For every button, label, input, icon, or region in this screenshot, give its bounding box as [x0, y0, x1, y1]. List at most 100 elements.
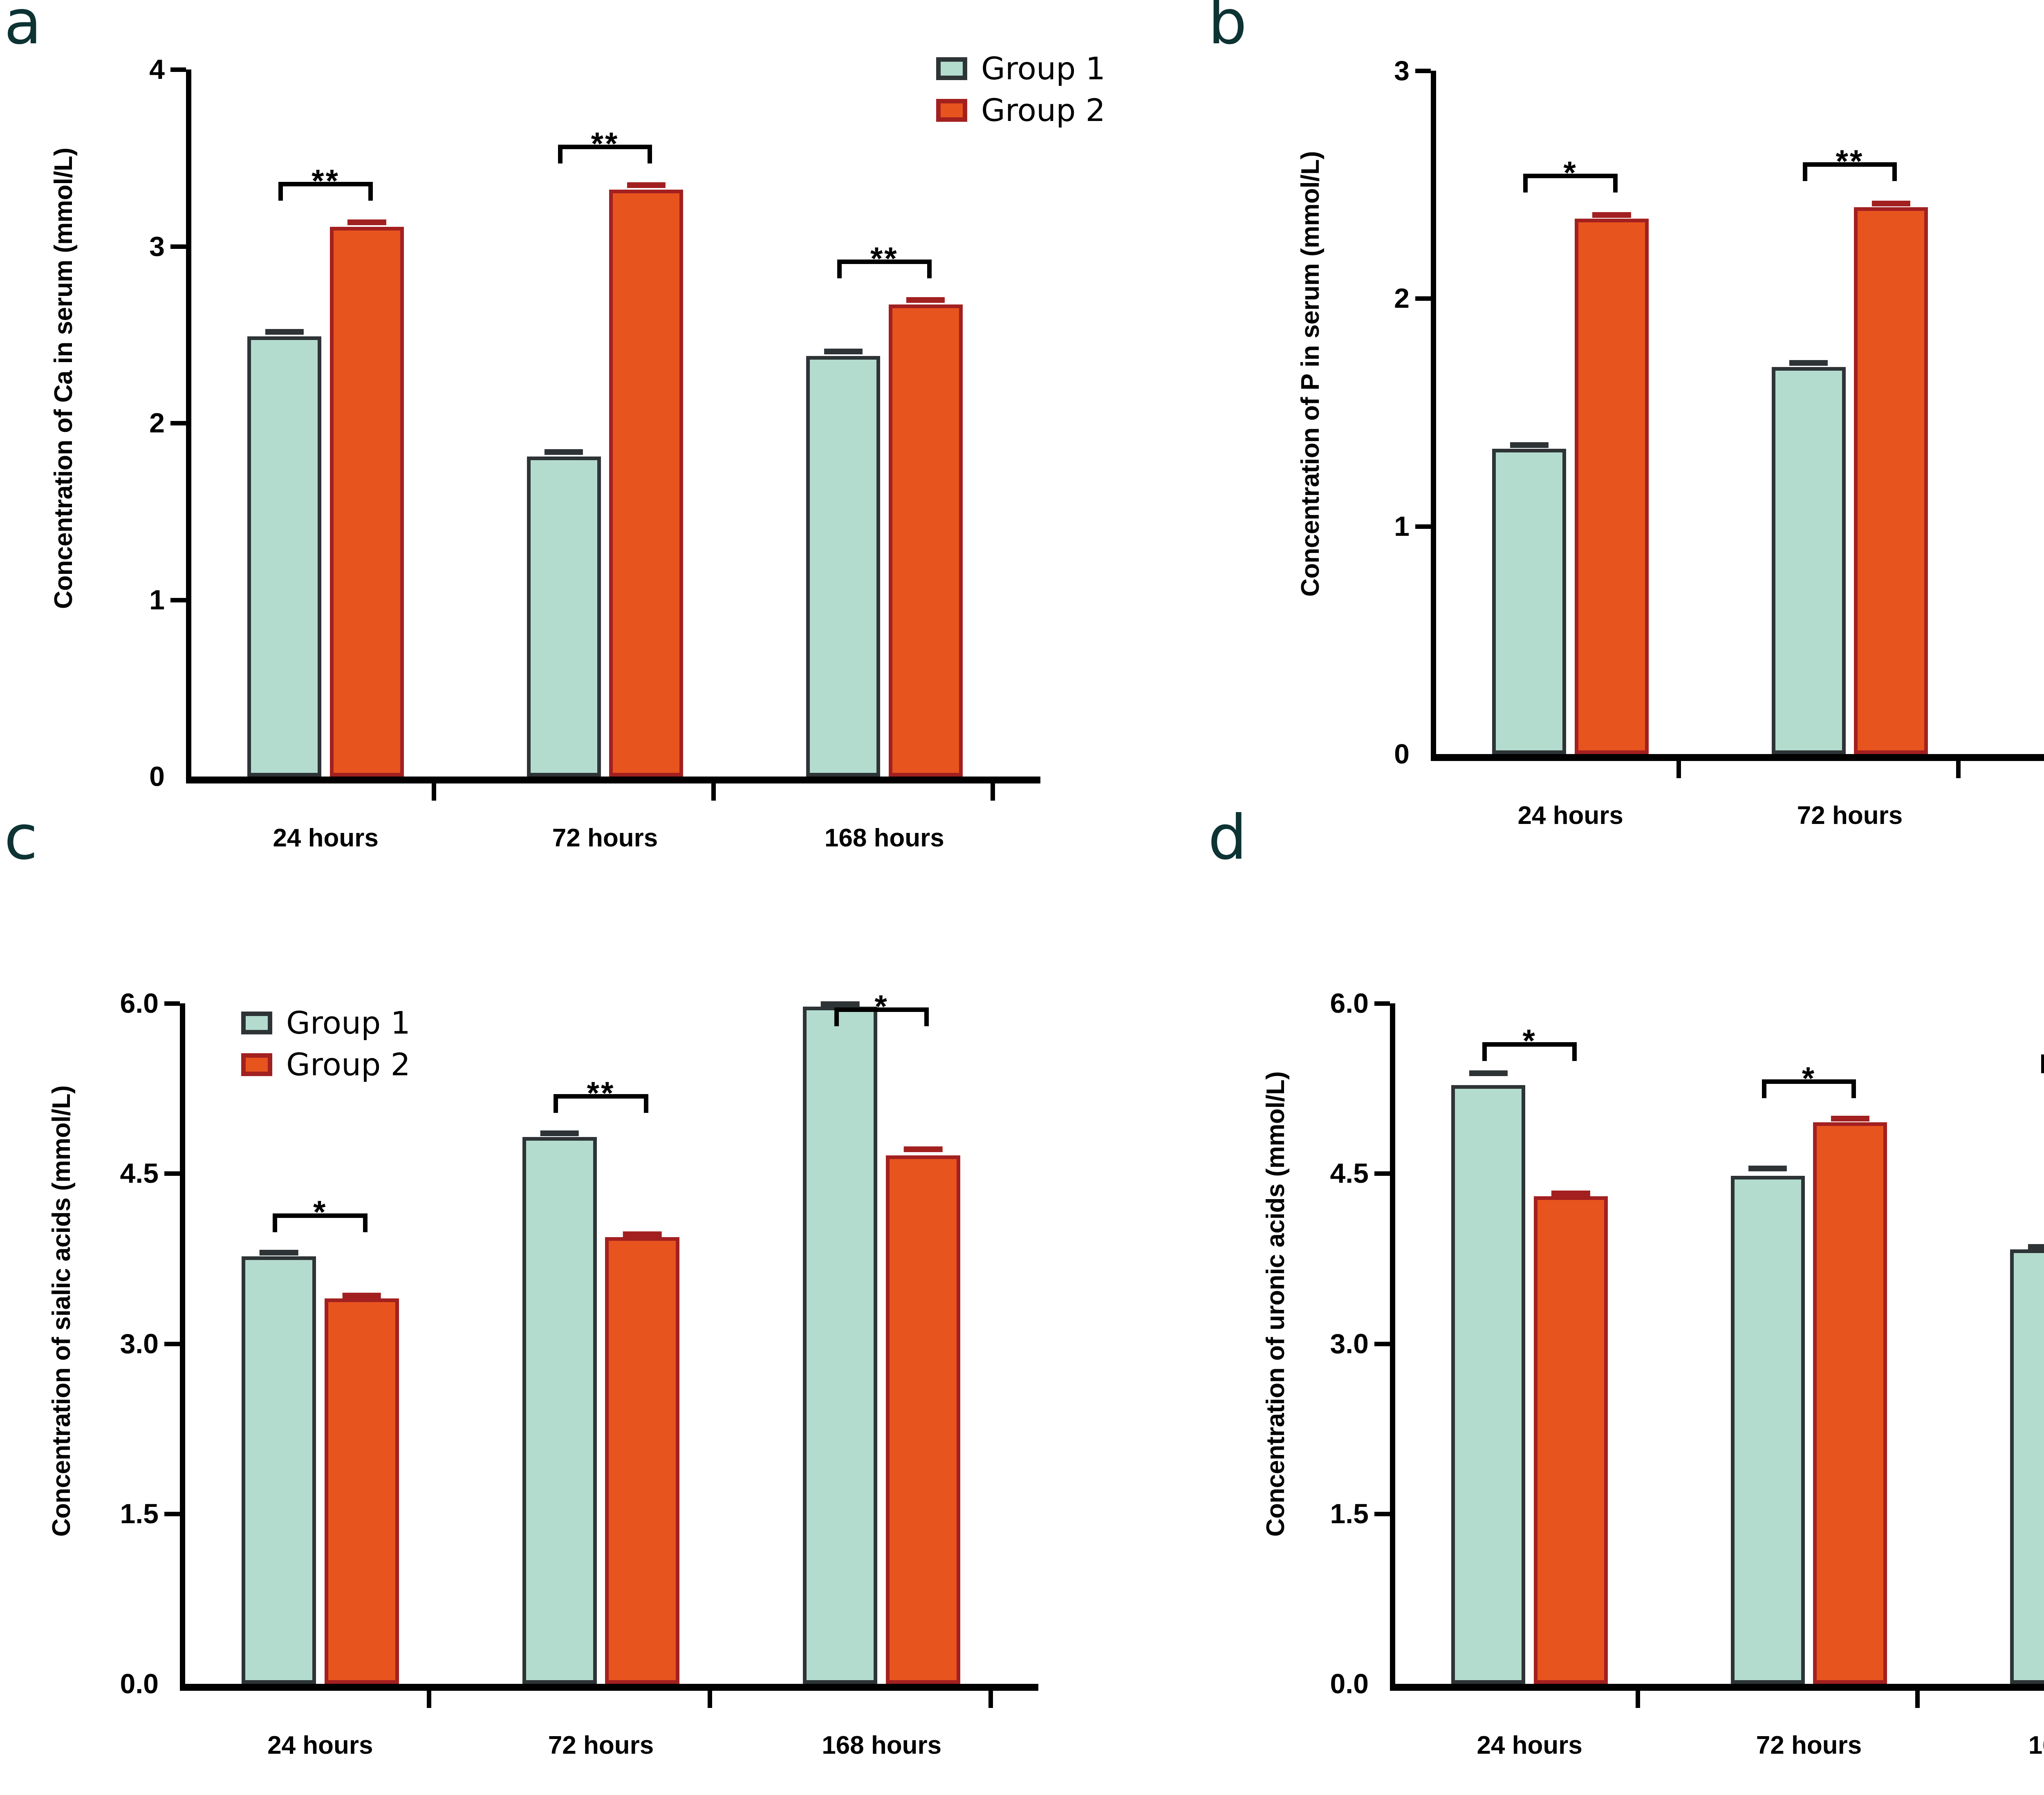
y-axis — [180, 1003, 185, 1691]
y-tick-label: 4.5 — [1330, 1158, 1369, 1189]
bracket-cap-left — [273, 1213, 278, 1232]
legend-label: Group 2 — [286, 1046, 410, 1083]
significance-bracket: * — [834, 990, 929, 1028]
x-tick — [711, 783, 716, 801]
x-tick — [988, 1691, 993, 1708]
bracket-cap-left — [834, 1007, 839, 1026]
legend-swatch-group1 — [936, 57, 967, 80]
legend-item-group2[interactable]: Group 2 — [241, 1049, 410, 1080]
bar-group1 — [1771, 360, 1846, 754]
bar-group2 — [888, 297, 963, 777]
error-bar-cap — [821, 1001, 860, 1007]
legend-label: Group 1 — [286, 1005, 410, 1041]
bar-group1 — [803, 1001, 878, 1684]
bracket-cap-right — [1572, 1042, 1577, 1061]
error-bar-cap — [347, 219, 386, 225]
bracket-line — [1802, 162, 1897, 167]
significance-bracket: * — [2041, 1054, 2044, 1075]
legend-item-group1[interactable]: Group 1 — [241, 1007, 410, 1039]
bar-group2 — [1533, 1191, 1608, 1684]
error-bar-cap — [545, 449, 583, 455]
legend-label: Group 1 — [981, 50, 1105, 87]
x-group-label: 72 hours — [552, 824, 658, 852]
y-tick-label: 3.0 — [120, 1328, 159, 1359]
significance-bracket: ** — [554, 1077, 648, 1115]
y-tick-label: 3.0 — [1330, 1328, 1369, 1359]
bracket-line — [837, 260, 932, 264]
x-tick — [1956, 761, 1961, 778]
bracket-cap-right — [368, 181, 373, 201]
y-tick — [164, 1001, 180, 1006]
significance-stars: * — [1802, 1060, 1816, 1096]
y-tick — [164, 1511, 180, 1516]
significance-bracket: * — [1482, 1025, 1577, 1063]
error-bar-cap — [1831, 1116, 1869, 1122]
y-tick — [1415, 296, 1431, 301]
bracket-cap-right — [363, 1213, 368, 1232]
y-tick — [1374, 1341, 1390, 1346]
error-bar-cap — [1551, 1191, 1590, 1197]
y-tick-label: 4 — [149, 54, 165, 85]
bracket-cap-left — [554, 1094, 558, 1113]
error-bar-cap — [627, 182, 666, 188]
error-bar-cap — [1871, 201, 1910, 207]
bracket-cap-right — [924, 1007, 929, 1026]
bar-group1 — [247, 329, 322, 777]
error-bar-cap — [906, 297, 945, 303]
significance-stars: * — [874, 988, 889, 1024]
error-bar-cap — [2028, 1244, 2044, 1250]
y-tick-label: 1.5 — [1330, 1498, 1369, 1529]
bracket-line — [558, 145, 652, 150]
bar-group2 — [329, 219, 404, 777]
error-bar-cap — [265, 329, 304, 335]
bar-group2 — [1813, 1116, 1887, 1684]
bar-group1 — [1492, 442, 1567, 754]
x-group-label: 72 hours — [1756, 1731, 1862, 1759]
x-group-label: 168 hours — [822, 1731, 942, 1759]
bracket-cap-left — [837, 260, 842, 279]
bracket-line — [273, 1213, 368, 1218]
x-tick — [432, 783, 437, 801]
bracket-cap-right — [927, 260, 932, 279]
legend-item-group1[interactable]: Group 1 — [936, 53, 1105, 84]
x-group-label: 24 hours — [1517, 801, 1623, 830]
plot-area: 0.0 1.5 3.0 4.5 6.0 * 24 hours * 72 hours * 168 ho… — [1330, 988, 2044, 1759]
y-tick — [1415, 524, 1431, 529]
bracket-cap-left — [1802, 162, 1807, 181]
bracket-cap-left — [1482, 1042, 1487, 1061]
y-tick-label: 6.0 — [1330, 988, 1369, 1019]
bracket-cap-right — [1851, 1079, 1856, 1099]
significance-stars: * — [1522, 1023, 1537, 1059]
y-axis-title: Concentration of uronic acids (mmol/L) — [1262, 1071, 1290, 1537]
bracket-cap-left — [1523, 174, 1528, 193]
y-tick-label: 1.5 — [120, 1498, 159, 1529]
significance-bracket: * — [273, 1196, 368, 1234]
panel-letter-c: c — [4, 802, 38, 873]
error-bar-cap — [1748, 1166, 1787, 1172]
legend-swatch-group2 — [241, 1053, 272, 1076]
legend-label: Group 2 — [981, 92, 1105, 128]
error-bar-cap — [259, 1249, 298, 1256]
x-axis — [186, 777, 1040, 783]
y-tick-label: 2 — [1394, 283, 1410, 314]
y-tick — [170, 244, 186, 249]
x-tick — [707, 1691, 712, 1708]
bracket-cap-right — [643, 1094, 648, 1113]
bracket-line — [278, 181, 373, 186]
error-bar-cap — [1789, 360, 1828, 366]
x-tick — [1915, 1691, 1920, 1708]
legend-item-group2[interactable]: Group 2 — [936, 95, 1105, 126]
bracket-line — [554, 1094, 648, 1099]
y-tick — [1374, 1171, 1390, 1176]
x-group-label: 24 hours — [273, 824, 379, 852]
bracket-cap-left — [278, 181, 283, 201]
bracket-cap-right — [648, 145, 652, 164]
significance-stars: ** — [591, 125, 619, 161]
bar-group2 — [1574, 212, 1649, 754]
x-group-label: 72 hours — [1797, 801, 1903, 830]
bracket-line — [834, 1007, 929, 1012]
bracket-cap-left — [2041, 1054, 2044, 1074]
